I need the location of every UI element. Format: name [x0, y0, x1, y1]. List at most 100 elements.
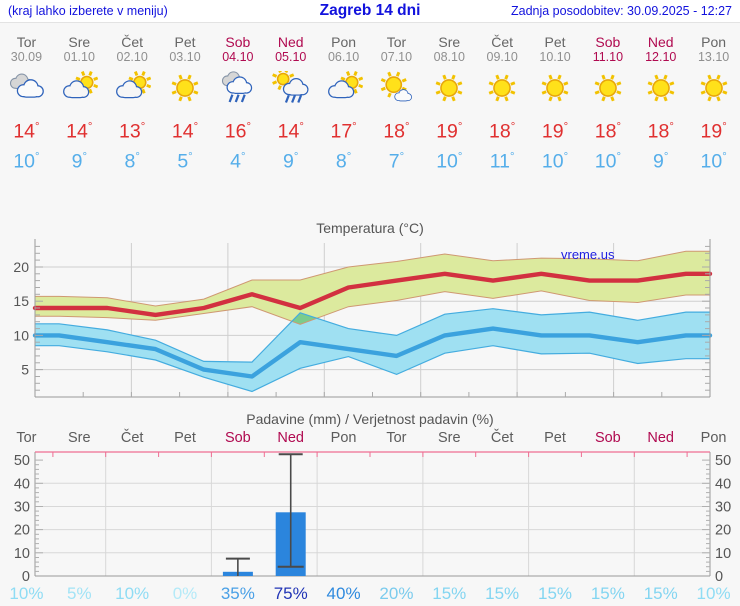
svg-text:10: 10 — [13, 327, 29, 343]
day-name: Pet — [544, 34, 566, 50]
day-column-1[interactable]: Tor 30.09 14° 10° — [0, 34, 53, 174]
day-date: 12.10 — [645, 50, 677, 64]
temp-min: 8° — [335, 150, 352, 172]
day-name: Sob — [225, 34, 251, 50]
day-name: Pet — [174, 34, 196, 50]
temp-max: 18° — [383, 120, 410, 143]
sun-cloud-icon — [53, 68, 106, 108]
day-column-5[interactable]: Sob 04.10 16° 4° — [211, 34, 264, 174]
svg-text:40: 40 — [14, 476, 30, 492]
precip-day-label: Tor — [16, 430, 37, 446]
precip-probability: 5% — [66, 584, 92, 603]
day-column-4[interactable]: Pet 03.10 14° 5° — [159, 34, 212, 174]
svg-text:50: 50 — [14, 453, 30, 469]
day-column-6[interactable]: Ned 05.10 14° 9° — [264, 34, 317, 174]
page-header: (kraj lahko izberete v meniju) Zagreb 14… — [0, 0, 740, 23]
day-column-2[interactable]: Sre 01.10 14° 9° — [53, 34, 106, 174]
svg-text:15: 15 — [13, 293, 29, 309]
precipitation-chart-title: Padavine (mm) / Verjetnost padavin (%) — [246, 411, 494, 427]
page-title: Zagreb 14 dni — [319, 2, 421, 19]
temp-max: 19° — [436, 120, 463, 143]
precip-day-label: Pon — [700, 430, 727, 446]
precip-probability: 15% — [432, 584, 467, 603]
day-date: 30.09 — [10, 50, 43, 64]
precip-day-label: Pon — [330, 430, 357, 446]
temp-max: 17° — [330, 120, 357, 143]
precip-day-label: Čet — [490, 430, 514, 446]
day-date: 08.10 — [433, 50, 465, 64]
sunny-icon — [634, 68, 687, 108]
sunny-icon — [423, 68, 476, 108]
rain-icon — [211, 68, 264, 108]
day-name: Sre — [68, 34, 91, 50]
temp-max: 14° — [13, 120, 40, 143]
sun-rain-icon — [264, 68, 317, 108]
precip-day-label: Sre — [67, 430, 91, 446]
day-date: 02.10 — [116, 50, 148, 64]
temp-max: 14° — [66, 120, 93, 143]
day-column-10[interactable]: Čet 09.10 18° 11° — [476, 34, 529, 174]
svg-text:30: 30 — [715, 500, 731, 516]
precip-probability: 15% — [537, 584, 573, 603]
day-column-13[interactable]: Ned 12.10 18° 9° — [634, 34, 687, 174]
temp-min: 9° — [283, 150, 299, 172]
day-date: 01.10 — [63, 50, 95, 64]
precip-day-labels-row: Tor Sre Čet Pet Sob Ned Pon Tor Sre Čet Pet Sob Ned P… — [0, 430, 740, 448]
svg-text:10: 10 — [14, 546, 30, 562]
precip-day-label: Čet — [120, 430, 144, 446]
precip-probability: 40% — [326, 584, 361, 603]
temp-max: 19° — [541, 120, 569, 143]
precip-probability: 15% — [485, 584, 520, 603]
day-column-8[interactable]: Tor 07.10 18° 7° — [370, 34, 423, 174]
temp-max: 13° — [119, 120, 146, 143]
temp-min: 4° — [230, 150, 246, 172]
temp-min: 10° — [13, 150, 40, 172]
day-name: Pon — [701, 34, 727, 50]
svg-text:50: 50 — [715, 453, 731, 469]
svg-text:30: 30 — [14, 500, 30, 516]
day-name: Sob — [595, 34, 621, 50]
svg-text:5: 5 — [21, 362, 29, 378]
day-date: 04.10 — [222, 50, 254, 64]
temp-min: 7° — [388, 150, 405, 172]
day-column-11[interactable]: Pet 10.10 19° 10° — [529, 34, 582, 174]
day-column-9[interactable]: Sre 08.10 19° 10° — [423, 34, 476, 174]
last-update-timestamp: Zadnja posodobitev: 30.09.2025 - 12:27 — [510, 4, 732, 18]
day-name: Tor — [386, 34, 407, 50]
temp-min: 11° — [489, 150, 515, 172]
sunny-icon — [529, 68, 582, 108]
day-name: Sre — [438, 34, 461, 50]
day-date: 05.10 — [275, 50, 307, 64]
mostly-sunny-icon — [370, 68, 423, 108]
day-column-3[interactable]: Čet 02.10 13° 8° — [106, 34, 159, 174]
temperature-chart: 5 10 15 20 vreme.us — [13, 239, 713, 398]
precip-probability-row: 10% 5% 10% 0% 35% 75% 40% 20% 15% 15% 15% 15% 15% 10% — [0, 584, 740, 606]
precip-day-label: Tor — [386, 430, 407, 446]
precip-probability: 10% — [115, 584, 150, 603]
precip-day-label: Sre — [437, 430, 461, 446]
day-column-7[interactable]: Pon 06.10 17° 8° — [317, 34, 370, 174]
location-menu-hint: (kraj lahko izberete v meniju) — [8, 4, 168, 18]
day-date: 07.10 — [380, 50, 413, 64]
temperature-chart-title: Temperatura (°C) — [316, 220, 424, 236]
day-column-12[interactable]: Sob 11.10 18° 10° — [581, 34, 634, 174]
cloudy-icon — [0, 68, 53, 108]
precipitation-chart-block: Padavine (mm) / Verjetnost padavin (%) T… — [0, 410, 740, 606]
precip-probability: 15% — [590, 584, 625, 603]
temp-max: 18° — [489, 120, 516, 143]
svg-text:20: 20 — [13, 259, 29, 275]
day-column-14[interactable]: Pon 13.10 19° 10° — [687, 34, 740, 174]
day-name: Pon — [331, 34, 357, 50]
day-date: 10.10 — [539, 50, 571, 64]
temp-min: 9° — [653, 150, 669, 172]
precip-day-label: Sob — [224, 430, 251, 446]
svg-text:20: 20 — [715, 523, 731, 539]
day-date: 11.10 — [592, 50, 624, 64]
day-name: Ned — [277, 34, 304, 50]
temp-min: 10° — [436, 150, 463, 172]
precip-probability: 10% — [9, 584, 44, 603]
temp-min: 5° — [177, 150, 193, 172]
svg-text:20: 20 — [14, 523, 30, 539]
forecast-strip: Tor 30.09 14° 10° Sre 01.10 14° 9° Čet 02.10 13° 8°… — [0, 23, 740, 174]
precip-probability: 75% — [273, 584, 308, 603]
